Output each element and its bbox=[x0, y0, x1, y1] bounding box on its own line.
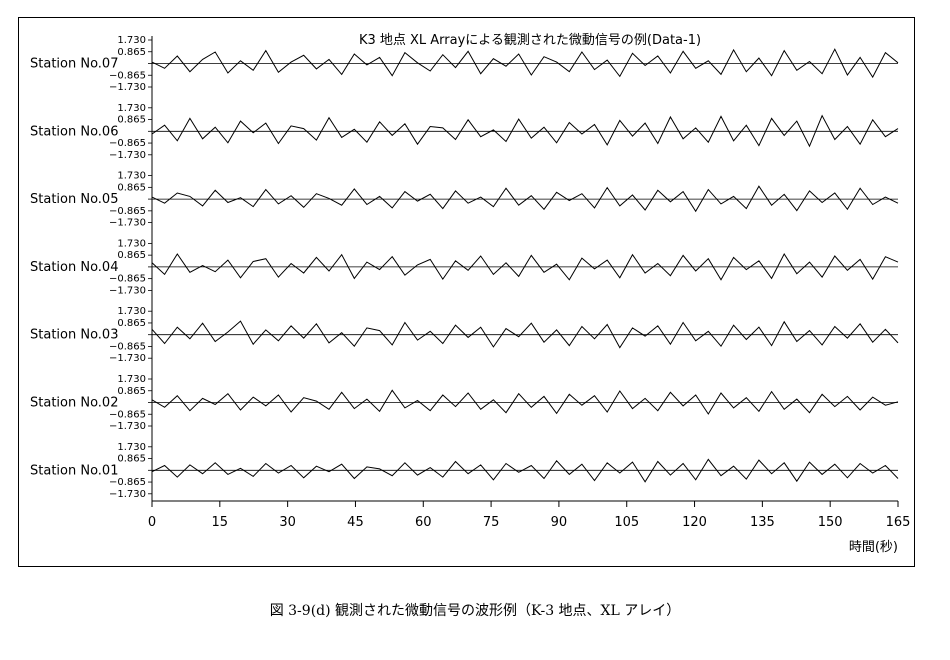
y-tick-label: 1.730 bbox=[117, 35, 146, 46]
y-tick-label: −1.730 bbox=[109, 489, 146, 500]
y-tick-label: −0.865 bbox=[109, 274, 146, 285]
x-tick-label: 30 bbox=[279, 515, 296, 530]
y-tick-label: −1.730 bbox=[109, 421, 146, 432]
y-tick-label: 1.730 bbox=[117, 171, 146, 182]
x-axis: 0 15 30 45 60 75 90 105 120 135 150 165 bbox=[148, 36, 911, 530]
y-tick-label: −1.730 bbox=[109, 150, 146, 161]
waveform-trace bbox=[151, 114, 899, 148]
waveform-trace bbox=[151, 252, 899, 281]
y-tick-label: 0.865 bbox=[117, 115, 146, 126]
y-tick-label: 0.865 bbox=[117, 250, 146, 261]
x-tick-label: 120 bbox=[682, 515, 707, 530]
x-tick-label: 150 bbox=[818, 515, 843, 530]
station-label: Station No.07 bbox=[30, 57, 118, 72]
x-tick-label: 165 bbox=[886, 515, 911, 530]
x-tick-label: 105 bbox=[614, 515, 639, 530]
figure-caption: 図 3-9(d) 観測された微動信号の波形例（K-3 地点、XL アレイ） bbox=[269, 603, 681, 619]
y-tick-label: 0.865 bbox=[117, 386, 146, 397]
figure-frame bbox=[18, 17, 915, 567]
x-tick-label: 135 bbox=[750, 515, 775, 530]
station-label: Station No.04 bbox=[30, 260, 118, 275]
y-tick-label: −0.865 bbox=[109, 341, 146, 352]
y-tick-label: 0.865 bbox=[117, 454, 146, 465]
y-tick-label: −0.865 bbox=[109, 70, 146, 81]
x-tick-label: 60 bbox=[415, 515, 432, 530]
x-tick-label: 0 bbox=[148, 515, 156, 530]
station-label: Station No.02 bbox=[30, 396, 118, 411]
station-label: Station No.03 bbox=[30, 328, 118, 343]
x-tick-label: 90 bbox=[551, 515, 568, 530]
y-tick-label: 1.730 bbox=[117, 238, 146, 249]
x-tick-label: 45 bbox=[347, 515, 364, 530]
waveform-trace bbox=[151, 320, 899, 349]
y-tick-label: −0.865 bbox=[109, 477, 146, 488]
waveform-trace bbox=[151, 389, 899, 415]
y-tick-label: 1.730 bbox=[117, 442, 146, 453]
waveform-trace bbox=[151, 48, 899, 79]
station-label: Station No.01 bbox=[30, 463, 118, 478]
y-tick-label: −1.730 bbox=[109, 82, 146, 93]
waveform-trace bbox=[151, 458, 899, 483]
x-tick-label: 15 bbox=[212, 515, 229, 530]
y-tick-label: −0.865 bbox=[109, 138, 146, 149]
y-tick-label: 1.730 bbox=[117, 306, 146, 317]
x-tick-label: 75 bbox=[483, 515, 500, 530]
y-tick-label: −0.865 bbox=[109, 206, 146, 217]
waveform-chart: K3 地点 XL Arrayによる観測された微動信号の例(Data-1) Sta… bbox=[30, 33, 911, 555]
y-tick-label: 1.730 bbox=[117, 374, 146, 385]
y-tick-label: −1.730 bbox=[109, 285, 146, 296]
y-tick-label: 0.865 bbox=[117, 182, 146, 193]
station-label: Station No.05 bbox=[30, 192, 118, 207]
y-tick-label: −1.730 bbox=[109, 353, 146, 364]
y-tick-label: −1.730 bbox=[109, 218, 146, 229]
y-tick-label: 1.730 bbox=[117, 103, 146, 114]
y-tick-label: −0.865 bbox=[109, 409, 146, 420]
station-label: Station No.06 bbox=[30, 124, 118, 139]
y-tick-label: 0.865 bbox=[117, 318, 146, 329]
x-axis-label: 時間(秒) bbox=[849, 540, 898, 555]
waveform-trace bbox=[151, 185, 899, 213]
chart-title: K3 地点 XL Arrayによる観測された微動信号の例(Data-1) bbox=[359, 33, 701, 48]
y-tick-label: 0.865 bbox=[117, 47, 146, 58]
